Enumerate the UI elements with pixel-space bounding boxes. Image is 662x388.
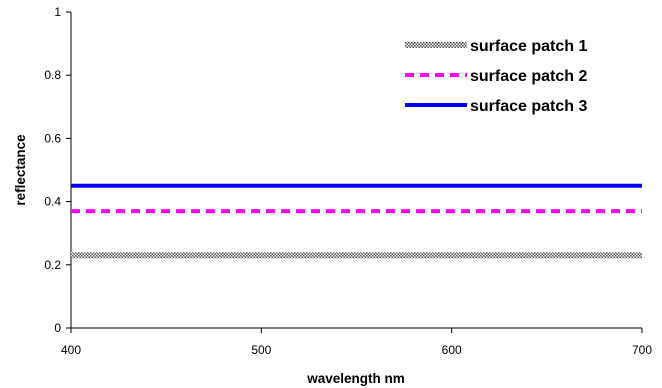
legend-label: surface patch 2 [470, 68, 587, 85]
x-axis-ticks: 400 500 600 700 [61, 328, 652, 357]
y-tick-label: 0.6 [44, 131, 61, 145]
x-tick-label: 700 [632, 343, 652, 357]
series-lines [71, 183, 642, 259]
y-tick-label: 0.2 [44, 258, 61, 272]
x-tick-label: 600 [442, 343, 462, 357]
series-line-surface-patch-1 [71, 252, 642, 259]
y-tick-label: 0 [54, 321, 61, 335]
x-tick-label: 400 [61, 343, 81, 357]
x-axis-title: wavelength nm [306, 371, 405, 386]
y-tick-label: 0.4 [44, 195, 61, 209]
y-tick-label: 1 [54, 5, 61, 19]
legend: surface patch 1 surface patch 2 surface pa… [405, 38, 587, 115]
y-axis-ticks: 0 0.2 0.4 0.6 0.8 1 [44, 5, 71, 335]
legend-label: surface patch 3 [470, 98, 587, 115]
y-tick-label: 0.8 [44, 68, 61, 82]
plot-area [70, 12, 642, 329]
legend-label: surface patch 1 [470, 38, 587, 55]
y-axis-title: reflectance [13, 134, 28, 206]
x-tick-label: 500 [251, 343, 271, 357]
legend-swatch [405, 42, 467, 48]
